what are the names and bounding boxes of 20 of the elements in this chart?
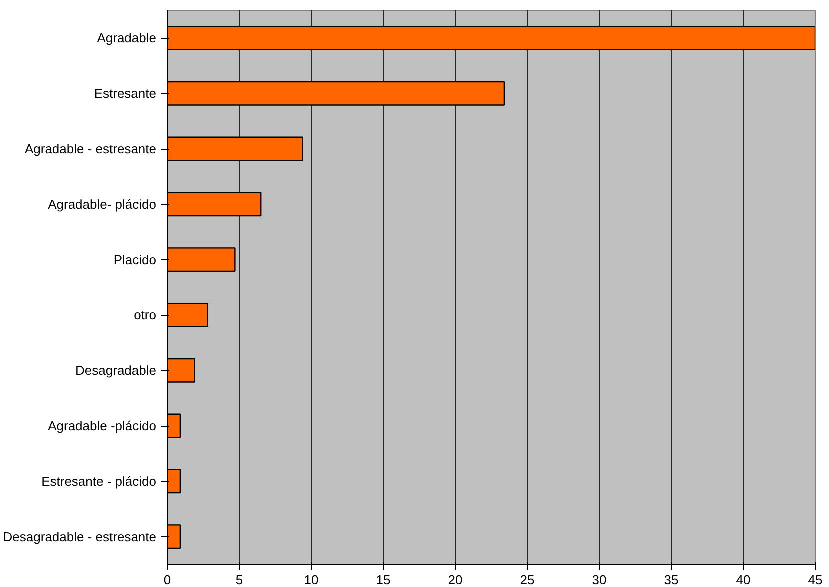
x-tick-label: 5 [236, 572, 244, 587]
x-tick-label: 10 [304, 572, 319, 587]
y-tick-label: Desagradable - estresante [3, 529, 156, 544]
x-tick-label: 35 [664, 572, 679, 587]
y-tick-label: Placido [114, 252, 157, 268]
x-tick-label: 0 [164, 572, 172, 587]
y-tick-label: Agradable- plácido [48, 196, 156, 212]
x-tick-label: 30 [592, 572, 607, 587]
x-tick-label: 20 [448, 572, 463, 587]
x-tick-label: 40 [736, 572, 751, 587]
y-tick-label: Estresante - plácido [42, 474, 157, 489]
y-tick-label: Agradable - estresante [24, 142, 157, 156]
y-tick-label: Estresante [94, 86, 157, 102]
y-tick-label: Agradable -plácido [48, 418, 156, 434]
x-tick-label: 45 [808, 572, 823, 587]
y-tick-label: otro [134, 308, 157, 323]
x-tick-label: 25 [520, 572, 535, 587]
y-tick-label: Agradable [97, 30, 157, 46]
y-tick-label: Desagradable [76, 363, 157, 378]
x-tick-label: 15 [376, 572, 391, 587]
